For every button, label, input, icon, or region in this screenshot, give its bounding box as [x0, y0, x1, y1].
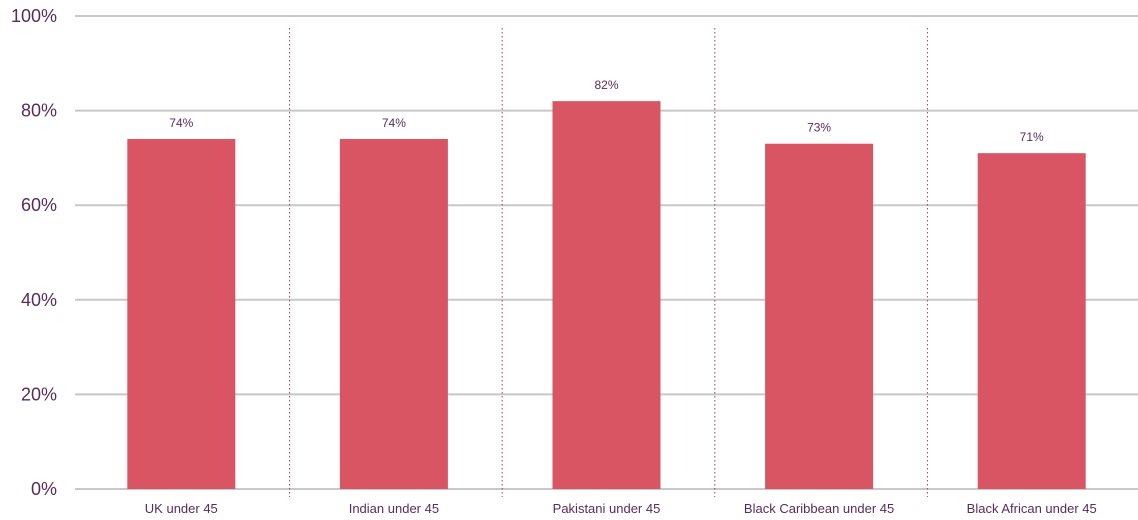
bars [127, 101, 1086, 490]
x-tick-label: Pakistani under 45 [553, 501, 661, 516]
y-tick-label: 80% [21, 101, 57, 121]
bar [765, 143, 874, 489]
x-tick-label: Black African under 45 [967, 501, 1097, 516]
y-axis-tick-labels: 0% 20% 40% 60% 80% 100% [11, 6, 57, 499]
data-labels: 74% 74% 82% 73% 71% [169, 78, 1044, 144]
data-label: 73% [807, 121, 831, 135]
bar [977, 153, 1086, 490]
y-tick-label: 60% [21, 195, 57, 215]
y-tick-label: 20% [21, 384, 57, 404]
x-tick-label: Indian under 45 [349, 501, 439, 516]
y-tick-label: 0% [31, 479, 57, 499]
data-label: 82% [594, 78, 618, 92]
y-tick-label: 100% [11, 6, 57, 26]
x-tick-label: Black Caribbean under 45 [744, 501, 894, 516]
bar [339, 138, 448, 490]
x-tick-label: UK under 45 [145, 501, 218, 516]
bar [552, 101, 661, 489]
y-tick-label: 40% [21, 290, 57, 310]
x-axis-tick-labels: UK under 45 Indian under 45 Pakistani unde… [145, 501, 1097, 516]
data-label: 74% [169, 116, 193, 130]
data-label: 74% [382, 116, 406, 130]
bar [127, 138, 236, 490]
data-label: 71% [1020, 130, 1044, 144]
